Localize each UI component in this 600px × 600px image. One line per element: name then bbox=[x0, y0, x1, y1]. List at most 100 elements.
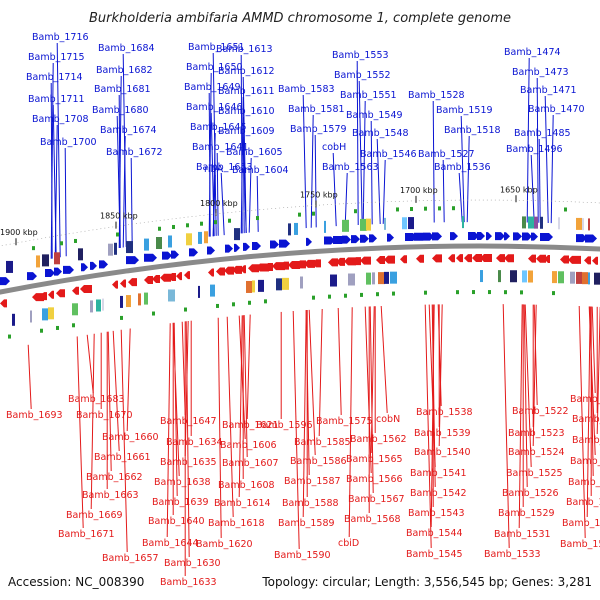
leader-line-reverse bbox=[292, 310, 300, 550]
gene-arrow-reverse bbox=[560, 255, 569, 264]
gene-label-forward: Bamb_1551 bbox=[340, 90, 397, 101]
gene-label-forward: Bamb_1684 bbox=[98, 43, 155, 54]
cog-block-forward bbox=[42, 254, 49, 267]
gene-label-reverse: Bamb_1526 bbox=[502, 488, 559, 499]
cog-block-reverse bbox=[372, 272, 375, 285]
gene-arrow-forward bbox=[351, 235, 360, 244]
cog-block-forward bbox=[234, 228, 240, 241]
marker-reverse bbox=[392, 291, 395, 296]
gene-arrow-reverse bbox=[152, 275, 160, 284]
gene-arrow-forward bbox=[324, 236, 335, 245]
cog-block-reverse bbox=[588, 272, 590, 285]
gene-label-forward: Bamb_1563 bbox=[322, 162, 379, 173]
gene-arrow-forward bbox=[243, 242, 250, 251]
cog-block-forward bbox=[540, 216, 543, 229]
leader-line-reverse bbox=[243, 315, 248, 458]
gene-arrow-forward bbox=[189, 248, 198, 257]
gene-label-reverse: Bamb_1607 bbox=[222, 458, 279, 469]
gene-label-reverse: Bamb_1614 bbox=[214, 498, 271, 509]
leader-line-reverse bbox=[27, 344, 32, 410]
leader-line-reverse bbox=[348, 307, 353, 538]
gene-label-reverse: Bamb_1541 bbox=[410, 468, 467, 479]
gene-arrow-forward bbox=[504, 232, 510, 241]
feature-tracks bbox=[0, 206, 600, 339]
gene-label-reverse: Bamb_1565 bbox=[346, 454, 403, 465]
gene-arrow-reverse bbox=[264, 262, 273, 271]
scale-tick-label: 1850 kbp bbox=[100, 212, 138, 221]
marker-forward bbox=[564, 207, 567, 212]
gene-arrow-reverse bbox=[160, 273, 171, 282]
gene-label-forward: ribA bbox=[204, 164, 224, 175]
marker-reverse bbox=[424, 290, 427, 295]
leader-line-forward bbox=[208, 92, 211, 237]
cog-block-forward bbox=[384, 217, 386, 230]
gene-label-forward: Bamb_1612 bbox=[218, 66, 275, 77]
marker-forward bbox=[186, 223, 189, 228]
gene-label-reverse: Bamb_1523 bbox=[508, 428, 565, 439]
gene-arrow-forward bbox=[63, 265, 74, 274]
cog-block-reverse bbox=[594, 272, 600, 285]
marker-reverse bbox=[552, 291, 555, 296]
gene-label-reverse: Bamb_1661 bbox=[94, 452, 151, 463]
gene-label-forward: Bamb_1604 bbox=[232, 165, 289, 176]
gene-arrow-reverse bbox=[456, 254, 463, 263]
leader-line-reverse bbox=[238, 315, 246, 440]
gene-arrow-reverse bbox=[312, 259, 321, 268]
marker-reverse bbox=[328, 294, 331, 299]
gene-label-reverse: Bamb_1575 bbox=[316, 416, 373, 427]
gene-arrow-reverse bbox=[360, 256, 371, 265]
cog-block-reverse bbox=[120, 295, 123, 308]
gene-arrow-forward bbox=[126, 256, 139, 265]
gene-arrow-forward bbox=[450, 232, 458, 241]
leader-line-forward bbox=[358, 80, 363, 225]
leader-line-forward bbox=[130, 157, 133, 247]
cog-block-reverse bbox=[522, 270, 527, 283]
gene-arrow-reverse bbox=[224, 266, 234, 275]
gene-label-reverse: Bamb_1513 bbox=[560, 539, 600, 550]
cog-block-forward bbox=[114, 242, 117, 255]
cog-block-reverse bbox=[576, 271, 582, 284]
gene-label-forward: Bamb_1609 bbox=[218, 126, 275, 137]
gene-label-reverse: Bamb_1503 bbox=[570, 394, 600, 405]
gene-label-forward: Bamb_1646 bbox=[186, 102, 243, 113]
gene-label-forward: Bamb_1649 bbox=[184, 82, 241, 93]
cog-block-forward bbox=[6, 260, 13, 273]
gene-arrow-forward bbox=[369, 234, 377, 243]
gene-label-reverse: Bamb_1608 bbox=[218, 480, 275, 491]
cog-block-forward bbox=[288, 223, 291, 236]
cog-block-reverse bbox=[282, 277, 289, 290]
gene-label-reverse: Bamb_1538 bbox=[416, 407, 473, 418]
gene-arrow-forward bbox=[486, 232, 492, 241]
leader-line-reverse bbox=[120, 329, 128, 553]
leader-line-forward bbox=[538, 138, 541, 223]
leader-line-forward bbox=[310, 114, 314, 228]
gene-label-reverse: Bamb_1606 bbox=[220, 440, 277, 451]
gene-arrow-reverse bbox=[568, 255, 581, 264]
gene-arrow-reverse bbox=[56, 289, 65, 298]
marker-reverse bbox=[504, 290, 507, 295]
cog-block-reverse bbox=[138, 293, 141, 306]
gene-arrow-reverse bbox=[176, 272, 182, 281]
cog-block-forward bbox=[36, 255, 40, 268]
leader-line-forward bbox=[54, 124, 58, 259]
marker-reverse bbox=[56, 325, 59, 330]
marker-reverse bbox=[216, 303, 219, 308]
cog-block-reverse bbox=[528, 270, 533, 283]
cog-block-forward bbox=[78, 248, 83, 261]
gene-arrow-forward bbox=[54, 267, 62, 276]
marker-forward bbox=[354, 209, 357, 214]
cog-block-reverse bbox=[258, 279, 264, 292]
gene-label-forward: Bamb_1471 bbox=[520, 85, 577, 96]
gene-arrow-forward bbox=[81, 263, 88, 272]
gene-label-reverse: Bamb_1524 bbox=[508, 447, 565, 458]
leader-line-forward bbox=[56, 42, 61, 258]
cog-block-reverse bbox=[366, 272, 371, 285]
leader-line-reverse bbox=[217, 317, 222, 539]
gene-label-reverse: Bamb_1618 bbox=[208, 518, 265, 529]
marker-reverse bbox=[360, 292, 363, 297]
gene-arrow-reverse bbox=[168, 272, 176, 281]
cog-block-forward bbox=[144, 238, 149, 251]
cog-block-forward bbox=[198, 231, 202, 244]
gene-label-forward: Bamb_1716 bbox=[32, 32, 89, 43]
gene-arrow-reverse bbox=[584, 256, 591, 265]
